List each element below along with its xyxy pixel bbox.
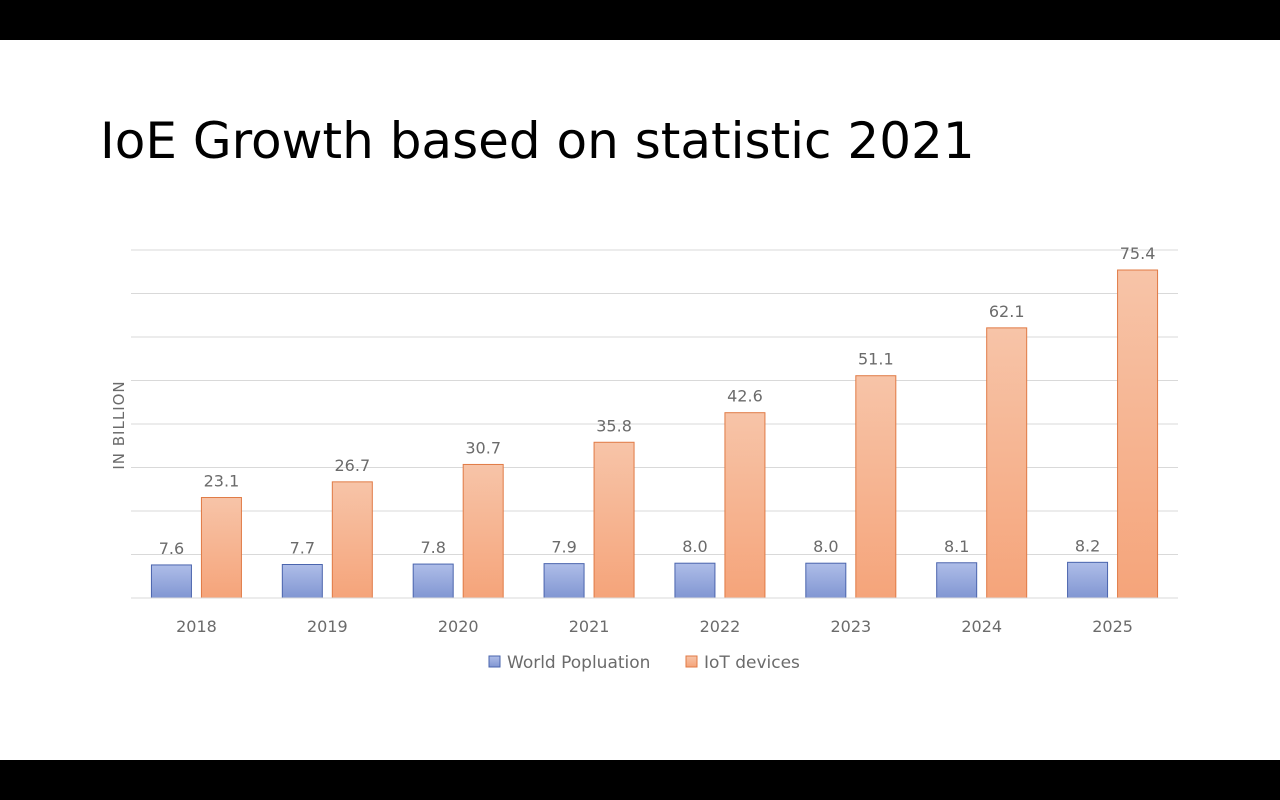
data-label: 75.4 [1120, 244, 1156, 263]
bar-iot-devices [724, 412, 766, 599]
x-tick-label: 2022 [700, 617, 741, 636]
bar-world-population [674, 562, 716, 599]
legend: World Popluation IoT devices [488, 653, 800, 673]
legend-label-iot-devices: IoT devices [704, 653, 800, 673]
bar-iot-devices [1117, 269, 1159, 599]
bar-iot-devices [331, 481, 373, 599]
x-tick-label: 2020 [438, 617, 479, 636]
data-label: 8.0 [813, 537, 838, 556]
data-label: 51.1 [858, 350, 894, 369]
data-label: 8.1 [944, 537, 969, 556]
legend-label-world-population: World Popluation [507, 653, 650, 673]
data-label: 7.9 [551, 538, 576, 557]
data-label: 8.2 [1075, 536, 1100, 555]
bar-world-population [1067, 561, 1109, 599]
data-label: 26.7 [335, 456, 371, 475]
data-labels: 7.6 23.1 2018 7.7 26.7 2019 7.8 30.7 2020 7.9 35.8… [159, 244, 1156, 636]
slide: IoE Growth based on statistic 2021 7.6 23… [0, 40, 1280, 760]
x-tick-label: 2024 [961, 617, 1002, 636]
data-label: 7.7 [290, 539, 315, 558]
bar-world-population [281, 564, 323, 599]
legend-swatch-iot-devices [685, 655, 698, 668]
bar-iot-devices [593, 441, 635, 599]
data-label: 62.1 [989, 302, 1025, 321]
x-tick-label: 2019 [307, 617, 348, 636]
bar-iot-devices [462, 463, 504, 599]
bar-iot-devices [986, 327, 1028, 599]
bar-chart: 7.6 23.1 2018 7.7 26.7 2019 7.8 30.7 2020 7.9 35.8… [110, 244, 1178, 673]
bar-world-population [805, 562, 847, 599]
data-label: 8.0 [682, 537, 707, 556]
bar-world-population [936, 562, 978, 599]
data-label: 30.7 [465, 438, 501, 457]
legend-swatch-world-population [488, 655, 501, 668]
bar-world-population [412, 563, 454, 599]
slide-title: IoE Growth based on statistic 2021 [100, 112, 975, 170]
gridlines [131, 249, 1178, 555]
x-tick-label: 2018 [176, 617, 217, 636]
data-label: 23.1 [204, 472, 240, 491]
bars [150, 269, 1159, 599]
x-tick-label: 2025 [1092, 617, 1133, 636]
data-label: 7.6 [159, 539, 184, 558]
data-label: 42.6 [727, 387, 763, 406]
x-tick-label: 2023 [830, 617, 871, 636]
y-axis-title: IN BILLION [110, 380, 128, 469]
bar-iot-devices [200, 497, 242, 599]
bar-world-population [543, 563, 585, 599]
x-tick-label: 2021 [569, 617, 610, 636]
bar-world-population [150, 564, 192, 599]
data-label: 35.8 [596, 416, 632, 435]
data-label: 7.8 [420, 538, 445, 557]
bar-iot-devices [855, 375, 897, 599]
